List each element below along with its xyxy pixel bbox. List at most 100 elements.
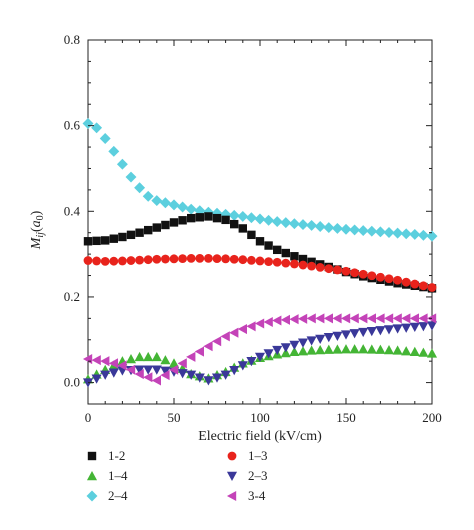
data-point bbox=[221, 215, 230, 225]
data-point bbox=[349, 224, 361, 236]
y-axis-title-paren-close: ) bbox=[29, 210, 44, 215]
data-point bbox=[418, 322, 429, 332]
data-point bbox=[125, 171, 137, 183]
data-point bbox=[151, 195, 163, 207]
data-point bbox=[263, 316, 273, 328]
series-1 bbox=[83, 253, 437, 292]
data-point bbox=[401, 346, 412, 356]
data-point bbox=[229, 365, 240, 376]
data-point bbox=[211, 373, 223, 383]
data-point bbox=[237, 210, 249, 222]
data-point bbox=[393, 275, 403, 285]
data-point bbox=[143, 365, 154, 375]
data-point bbox=[186, 253, 196, 263]
legend-item: 1-2 bbox=[87, 448, 125, 463]
data-point bbox=[116, 158, 128, 170]
data-point bbox=[289, 259, 299, 269]
data-point bbox=[152, 223, 161, 232]
x-tick-label: 100 bbox=[250, 410, 270, 425]
data-point bbox=[92, 236, 101, 246]
data-point bbox=[195, 213, 204, 222]
series-4 bbox=[82, 118, 438, 242]
data-point bbox=[392, 345, 403, 355]
data-point bbox=[194, 373, 205, 383]
data-point bbox=[160, 366, 171, 376]
data-point bbox=[272, 315, 282, 326]
data-point bbox=[350, 268, 360, 278]
data-point bbox=[238, 255, 248, 265]
data-point bbox=[187, 213, 196, 223]
legend-item: 1–3 bbox=[227, 448, 268, 463]
data-point bbox=[297, 219, 309, 231]
legend-label: 2–3 bbox=[248, 468, 268, 483]
series-2 bbox=[82, 344, 438, 384]
data-point bbox=[332, 344, 343, 354]
data-point bbox=[168, 199, 180, 211]
series-3 bbox=[82, 321, 438, 388]
data-point bbox=[418, 347, 429, 357]
data-point bbox=[168, 364, 179, 375]
legend-marker bbox=[87, 451, 97, 461]
data-point bbox=[401, 323, 412, 333]
data-point bbox=[195, 253, 205, 263]
data-point bbox=[410, 279, 420, 289]
data-point bbox=[367, 271, 377, 281]
y-tick-label: 0.6 bbox=[64, 118, 81, 133]
legend-marker bbox=[227, 451, 237, 461]
data-point bbox=[135, 255, 145, 265]
data-point bbox=[100, 356, 110, 367]
data-point bbox=[374, 226, 386, 238]
data-point bbox=[143, 351, 154, 362]
data-point bbox=[332, 265, 342, 275]
data-point bbox=[426, 321, 438, 331]
data-point bbox=[230, 219, 239, 229]
data-point bbox=[323, 344, 334, 354]
y-axis-title-main: M bbox=[29, 236, 44, 250]
data-point bbox=[409, 322, 420, 332]
data-point bbox=[159, 197, 171, 209]
data-point bbox=[108, 145, 120, 157]
data-point bbox=[375, 313, 385, 324]
data-point bbox=[125, 353, 137, 364]
data-point bbox=[246, 321, 256, 332]
data-point bbox=[315, 334, 326, 344]
legend-item: 3-4 bbox=[226, 488, 266, 503]
data-point bbox=[323, 332, 334, 343]
data-point bbox=[280, 314, 290, 325]
data-point bbox=[118, 232, 127, 242]
data-point bbox=[237, 324, 247, 335]
legend-item: 1–4 bbox=[86, 468, 128, 483]
data-point bbox=[91, 122, 103, 134]
data-point bbox=[298, 260, 308, 270]
data-marks bbox=[82, 118, 438, 388]
legend-item: 2–4 bbox=[86, 488, 128, 503]
data-point bbox=[134, 351, 145, 362]
data-point bbox=[143, 255, 153, 265]
data-point bbox=[426, 230, 438, 242]
data-point bbox=[229, 254, 239, 264]
data-point bbox=[315, 313, 325, 324]
data-point bbox=[306, 219, 318, 231]
data-point bbox=[142, 190, 154, 202]
data-point bbox=[203, 341, 213, 352]
data-point bbox=[272, 345, 283, 356]
legend-label: 3-4 bbox=[248, 488, 266, 503]
data-point bbox=[400, 228, 412, 240]
data-point bbox=[143, 372, 153, 383]
y-axis-title-paren-open: ( bbox=[29, 227, 44, 232]
legend-marker bbox=[86, 470, 98, 481]
data-point bbox=[273, 245, 282, 255]
data-point bbox=[255, 237, 265, 246]
data-point bbox=[331, 222, 343, 234]
data-point bbox=[366, 225, 378, 237]
data-point bbox=[409, 313, 419, 324]
legend-label: 1-2 bbox=[108, 448, 125, 463]
data-point bbox=[108, 358, 118, 369]
data-point bbox=[186, 370, 197, 380]
data-point bbox=[83, 256, 93, 265]
data-point bbox=[220, 208, 232, 220]
data-point bbox=[297, 313, 308, 324]
data-point bbox=[247, 230, 256, 240]
data-point bbox=[297, 346, 309, 356]
